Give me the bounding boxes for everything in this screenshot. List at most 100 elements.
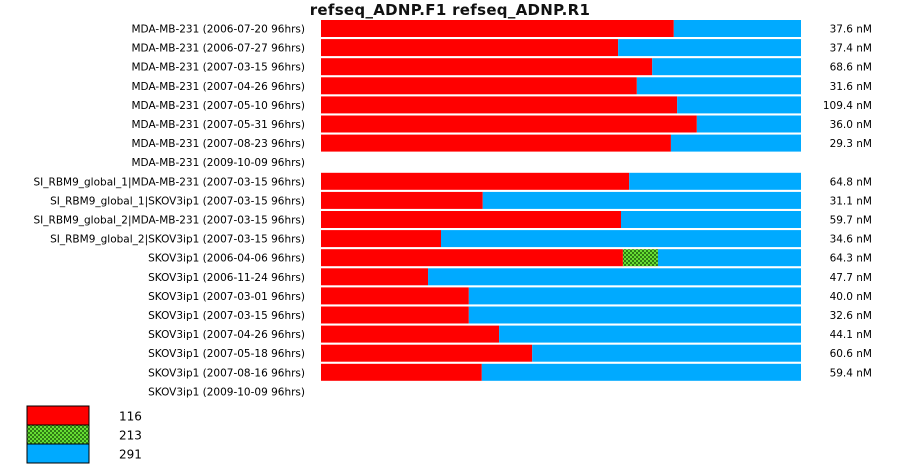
- row-label: SKOV3ip1 (2007-08-16 96hrs): [148, 367, 305, 379]
- row-label: SKOV3ip1 (2007-03-15 96hrs): [148, 310, 305, 322]
- bar-row: MDA-MB-231 (2007-03-15 96hrs) 68.6 nM: [132, 58, 872, 76]
- row-value: 36.0 nM: [830, 119, 872, 131]
- row-value: 29.3 nM: [830, 138, 872, 150]
- bar-row: MDA-MB-231 (2009-10-09 96hrs): [132, 157, 306, 169]
- row-value: 68.6 nM: [830, 62, 872, 74]
- row-label: MDA-MB-231 (2007-04-26 96hrs): [132, 81, 306, 93]
- row-value: 64.3 nM: [830, 253, 872, 265]
- bar-segment-291: [532, 344, 801, 362]
- legend-label: 213: [119, 429, 142, 443]
- bar-row: SKOV3ip1 (2009-10-09 96hrs): [148, 386, 305, 398]
- bar-segment-116: [321, 211, 621, 228]
- legend: 116 213 291: [26, 405, 142, 464]
- bar-row: MDA-MB-231 (2007-05-31 96hrs) 36.0 nM: [132, 115, 872, 133]
- row-value: 59.7 nM: [830, 215, 872, 227]
- bar-row: SI_RBM9_global_1|SKOV3ip1 (2007-03-15 96…: [50, 191, 872, 209]
- bar-segment-213: [622, 249, 658, 267]
- row-label: SKOV3ip1 (2006-04-06 96hrs): [148, 253, 305, 265]
- bar-segment-116: [321, 344, 533, 362]
- row-value: 37.4 nM: [830, 43, 872, 55]
- bar-segment-291: [441, 230, 801, 248]
- row-value: 37.6 nM: [830, 24, 872, 36]
- chart-rows: MDA-MB-231 (2006-07-20 96hrs) 37.6 nMMDA-…: [34, 20, 872, 398]
- bar-segment-116: [321, 191, 483, 209]
- row-value: 44.1 nM: [830, 329, 872, 341]
- bar-segment-116: [321, 306, 469, 324]
- bar-segment-291: [696, 115, 801, 133]
- bar-row: SI_RBM9_global_2|MDA-MB-231 (2007-03-15 …: [34, 211, 872, 228]
- chart-title: refseq_ADNP.F1 refseq_ADNP.R1: [309, 1, 591, 19]
- bar-row: SKOV3ip1 (2006-04-06 96hrs) 64.3 nM: [148, 249, 872, 267]
- bar-segment-291: [468, 306, 801, 324]
- bar-row: SKOV3ip1 (2006-11-24 96hrs) 47.7 nM: [148, 268, 872, 286]
- bar-segment-291: [618, 39, 801, 57]
- bar-row: SKOV3ip1 (2007-03-15 96hrs) 32.6 nM: [148, 306, 872, 324]
- row-label: MDA-MB-231 (2007-03-15 96hrs): [132, 62, 306, 74]
- legend-item: 213: [26, 424, 142, 445]
- bar-segment-116: [321, 172, 630, 190]
- bar-segment-116: [321, 363, 482, 381]
- bar-segment-291: [670, 134, 801, 152]
- row-label: SKOV3ip1 (2006-11-24 96hrs): [148, 272, 305, 284]
- legend-swatch: [26, 405, 90, 426]
- bar-segment-116: [321, 115, 697, 133]
- bar-segment-291: [468, 287, 801, 305]
- bar-row: MDA-MB-231 (2007-04-26 96hrs) 31.6 nM: [132, 77, 872, 95]
- row-label: SI_RBM9_global_2|SKOV3ip1 (2007-03-15 96…: [50, 234, 305, 246]
- row-label: SKOV3ip1 (2007-05-18 96hrs): [148, 348, 305, 360]
- row-label: MDA-MB-231 (2006-07-27 96hrs): [132, 43, 306, 55]
- bar-segment-116: [321, 77, 637, 95]
- bar-segment-291: [636, 77, 801, 95]
- bar-segment-116: [321, 96, 678, 114]
- bar-segment-116: [321, 58, 653, 76]
- bar-segment-116: [321, 20, 674, 37]
- row-label: SI_RBM9_global_1|MDA-MB-231 (2007-03-15 …: [34, 176, 305, 188]
- row-value: 31.6 nM: [830, 81, 872, 93]
- row-value: 109.4 nM: [823, 100, 872, 112]
- bar-segment-291: [677, 96, 801, 114]
- bar-row: MDA-MB-231 (2006-07-27 96hrs) 37.4 nM: [132, 39, 872, 57]
- bar-row: SKOV3ip1 (2007-04-26 96hrs) 44.1 nM: [148, 325, 872, 343]
- bar-row: MDA-MB-231 (2007-08-23 96hrs) 29.3 nM: [132, 134, 872, 152]
- row-value: 32.6 nM: [830, 310, 872, 322]
- legend-swatch: [26, 443, 90, 464]
- bar-segment-116: [321, 230, 441, 248]
- bar-segment-291: [482, 191, 801, 209]
- bar-segment-116: [321, 39, 619, 57]
- row-value: 59.4 nM: [830, 367, 872, 379]
- row-value: 60.6 nM: [830, 348, 872, 360]
- row-label: SKOV3ip1 (2007-04-26 96hrs): [148, 329, 305, 341]
- row-label: MDA-MB-231 (2009-10-09 96hrs): [132, 157, 306, 169]
- bar-segment-291: [481, 363, 801, 381]
- bar-segment-291: [621, 211, 801, 228]
- bar-segment-116: [321, 268, 429, 286]
- bar-segment-291: [652, 58, 801, 76]
- row-label: SKOV3ip1 (2007-03-01 96hrs): [148, 291, 305, 303]
- bar-row: SKOV3ip1 (2007-05-18 96hrs) 60.6 nM: [148, 344, 872, 362]
- bar-row: SKOV3ip1 (2007-08-16 96hrs) 59.4 nM: [148, 363, 872, 381]
- bar-segment-116: [321, 134, 671, 152]
- bar-segment-291: [499, 325, 801, 343]
- row-label: SI_RBM9_global_2|MDA-MB-231 (2007-03-15 …: [34, 215, 305, 227]
- bar-segment-291: [428, 268, 801, 286]
- bar-row: SKOV3ip1 (2007-03-01 96hrs) 40.0 nM: [148, 287, 872, 305]
- row-label: MDA-MB-231 (2007-05-10 96hrs): [132, 100, 306, 112]
- bar-row: MDA-MB-231 (2006-07-20 96hrs) 37.6 nM: [132, 20, 872, 37]
- bar-segment-116: [321, 287, 469, 305]
- bar-segment-116: [321, 325, 500, 343]
- bar-row: SI_RBM9_global_2|SKOV3ip1 (2007-03-15 96…: [50, 230, 872, 248]
- legend-label: 116: [119, 410, 142, 424]
- row-value: 34.6 nM: [830, 234, 872, 246]
- bar-row: SI_RBM9_global_1|MDA-MB-231 (2007-03-15 …: [34, 172, 872, 190]
- row-value: 64.8 nM: [830, 176, 872, 188]
- row-label: SI_RBM9_global_1|SKOV3ip1 (2007-03-15 96…: [50, 195, 305, 207]
- row-label: MDA-MB-231 (2007-05-31 96hrs): [132, 119, 306, 131]
- bar-segment-291: [657, 249, 801, 267]
- row-label: SKOV3ip1 (2009-10-09 96hrs): [148, 386, 305, 398]
- row-label: MDA-MB-231 (2006-07-20 96hrs): [132, 24, 306, 36]
- row-label: MDA-MB-231 (2007-08-23 96hrs): [132, 138, 306, 150]
- legend-swatch: [26, 424, 90, 445]
- legend-item: 116: [26, 405, 142, 426]
- bar-segment-291: [629, 172, 801, 190]
